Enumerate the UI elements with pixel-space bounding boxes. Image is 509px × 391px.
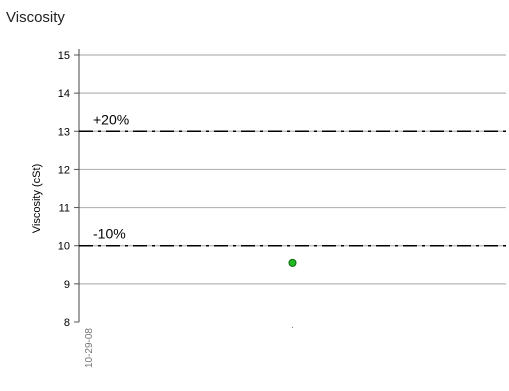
- x-tick-label-0: 10-29-08: [84, 328, 95, 368]
- x-tick-label-1: .: [291, 320, 294, 331]
- data-point-0: [288, 258, 297, 267]
- y-tick-label-8: 8: [64, 317, 70, 329]
- reference-label-0: +20%: [93, 111, 129, 127]
- y-tick-label-13: 13: [58, 126, 70, 138]
- y-axis-label: Viscosity (cSt): [31, 164, 43, 233]
- chart-title: Viscosity: [6, 9, 65, 26]
- y-tick-label-15: 15: [58, 50, 70, 62]
- y-tick-label-12: 12: [58, 164, 70, 176]
- y-tick-label-11: 11: [59, 203, 70, 215]
- y-tick-label-14: 14: [58, 88, 70, 100]
- reference-label-1: -10%: [93, 226, 126, 242]
- y-tick-label-9: 9: [64, 279, 70, 291]
- y-tick-label-10: 10: [58, 241, 70, 253]
